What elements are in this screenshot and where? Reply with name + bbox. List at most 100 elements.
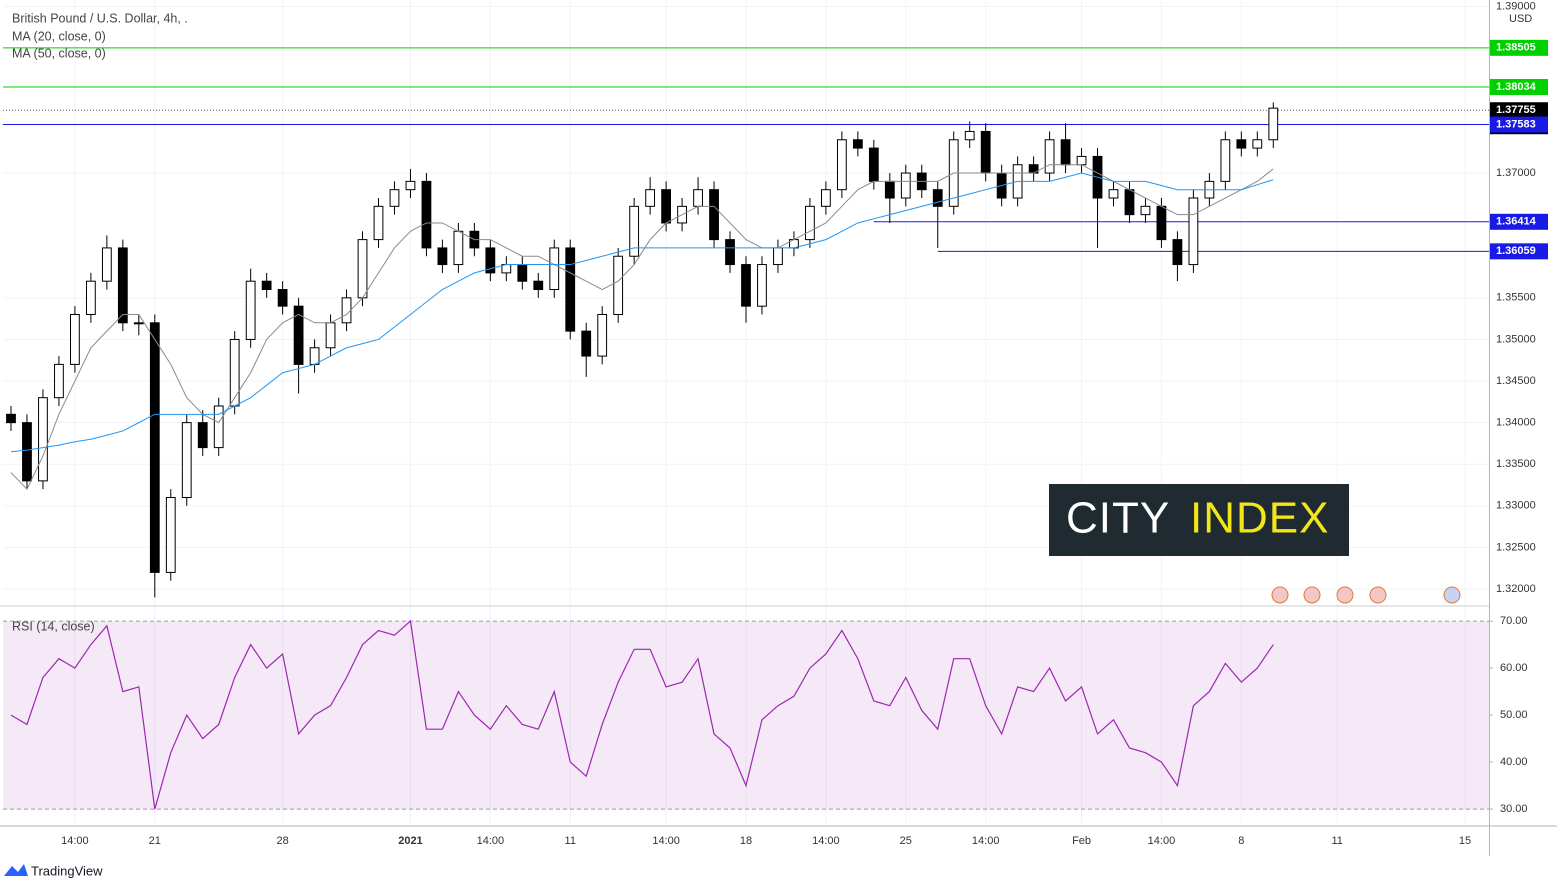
candle-body [389,189,400,207]
candle-body [181,422,192,499]
y-tick-label: 1.32000 [1496,583,1536,595]
candle-body [533,280,544,291]
candle-body [852,139,863,149]
candle-body [805,205,815,241]
currency-label: USD [1509,13,1532,25]
candle-body [85,280,96,315]
candle-body [277,289,288,307]
candle-body [549,247,560,291]
logo-box [1049,484,1349,556]
x-tick-label: Feb [1072,835,1091,847]
event-icon[interactable] [1336,586,1354,604]
legend-entry: MA (50, close, 0) [12,46,106,60]
event-icon[interactable] [1443,586,1461,604]
candle-body [133,322,144,325]
plot [3,47,1489,598]
rsi-legend: RSI (14, close) [12,619,95,633]
candle-body [868,147,879,182]
candle-body [757,264,767,307]
event-icon[interactable] [1303,586,1321,604]
rsi-tick-label: 50.00 [1500,709,1528,721]
candle-body [165,497,176,573]
event-icon[interactable] [1369,586,1387,604]
event-icons [1271,586,1461,604]
candle-body [293,305,304,365]
candle-body [1060,139,1071,166]
x-tick-label: 8 [1238,835,1244,847]
candle-body [117,247,128,324]
x-tick-label: 14:00 [61,835,89,847]
price-label: 1.38034 [1496,81,1537,93]
candle-body [693,189,703,207]
candle-body [820,189,831,207]
candle-body [197,422,208,449]
price-label-box [1490,79,1548,96]
x-tick-label: 11 [1331,835,1342,847]
candle-body [245,280,256,340]
y-tick-label: 1.35500 [1496,292,1536,304]
rsi-tick-label: 60.00 [1500,662,1528,674]
y-tick-label: 1.37000 [1496,167,1536,179]
candle-body [22,422,32,482]
footer-logo [4,864,28,876]
candle-body [565,247,576,332]
candle-body [741,264,751,307]
candle-body [773,247,783,266]
y-tick-label: 1.33000 [1496,500,1536,512]
candle-body [597,313,608,357]
x-tick-label: 15 [1459,835,1471,847]
footer-text: TradingView [31,863,103,878]
rsi-line [10,619,1274,810]
candle-body [213,405,224,449]
candle-body [357,239,368,299]
candle-body [485,247,496,274]
y-tick-label: 1.35000 [1496,333,1536,345]
price-label-box [1490,213,1548,230]
candle-body [421,180,432,249]
candle-body [1188,197,1199,266]
price-label-box [1490,39,1548,56]
candle-body [517,264,528,282]
x-tick-label: 14:00 [477,835,505,847]
y-tick-label: 1.33500 [1496,458,1536,470]
price-label: 1.36059 [1496,245,1536,257]
candle-body [261,280,272,291]
x-tick-label: 14:00 [812,835,840,847]
candle-body [900,172,911,199]
x-tick-label: 25 [900,835,912,847]
candle-body [661,189,672,224]
event-icon[interactable] [1271,586,1289,604]
axes: 1.39000 1.37000 1.35500 1.35000 1.34500 1.340… [61,1,1548,847]
x-tick-label: 18 [740,835,752,847]
x-tick-label: 2021 [398,835,422,847]
y-tick-label: 1.39000 [1496,1,1536,13]
candle-body [101,247,112,282]
candle-body [645,189,656,207]
x-tick-label: 11 [565,835,576,847]
logo-text: INDEX [1190,494,1329,543]
candle-body [1044,139,1055,174]
candle-body [309,347,320,365]
candle-body [709,189,719,241]
chart-title: British Pound / U.S. Dollar, 4h, . [12,11,188,25]
candle-body [229,338,240,407]
price-label-box [1490,243,1548,260]
candle-body [725,239,735,266]
candle-body [581,330,592,357]
candle-body [1076,155,1087,166]
price-label: 1.37755 [1496,104,1536,116]
price-label: 1.36414 [1496,216,1537,228]
candle-body [1236,139,1247,149]
candle-body [1252,139,1263,149]
rsi-band [3,621,1489,810]
candle-body [70,313,80,365]
candle-body [325,322,336,349]
price-label: 1.37583 [1496,118,1536,130]
ma-line [10,164,1274,491]
y-tick-label: 1.34500 [1496,375,1536,387]
candle-body [980,130,991,174]
candle-body [932,189,943,207]
rsi-pane [3,619,1489,810]
candle-body [1220,139,1231,182]
